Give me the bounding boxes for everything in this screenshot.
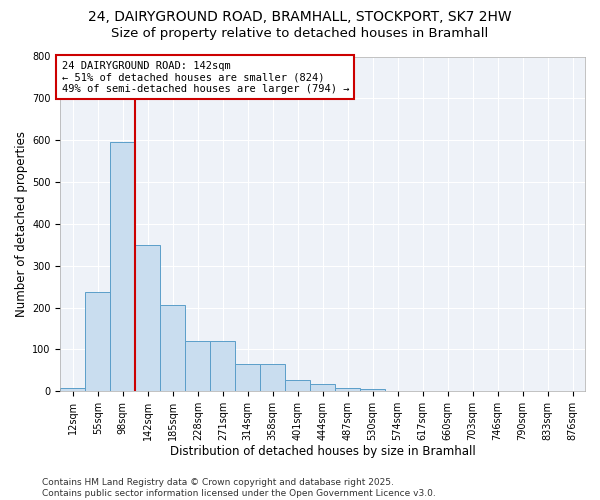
Bar [210, 341, 235, 391]
Bar [160, 306, 185, 391]
Text: 24, DAIRYGROUND ROAD, BRAMHALL, STOCKPORT, SK7 2HW: 24, DAIRYGROUND ROAD, BRAMHALL, STOCKPOR… [88, 10, 512, 24]
X-axis label: Distribution of detached houses by size in Bramhall: Distribution of detached houses by size … [170, 444, 476, 458]
Bar [136, 245, 160, 391]
Bar [235, 364, 260, 391]
Bar [85, 292, 110, 391]
Text: Contains HM Land Registry data © Crown copyright and database right 2025.
Contai: Contains HM Land Registry data © Crown c… [42, 478, 436, 498]
Bar [285, 380, 310, 391]
Text: 24 DAIRYGROUND ROAD: 142sqm
← 51% of detached houses are smaller (824)
49% of se: 24 DAIRYGROUND ROAD: 142sqm ← 51% of det… [62, 60, 349, 94]
Y-axis label: Number of detached properties: Number of detached properties [15, 131, 28, 317]
Bar [335, 388, 360, 391]
Bar [61, 388, 85, 391]
Bar [185, 341, 210, 391]
Text: Size of property relative to detached houses in Bramhall: Size of property relative to detached ho… [112, 28, 488, 40]
Bar [110, 142, 136, 391]
Bar [310, 384, 335, 391]
Bar [260, 364, 285, 391]
Bar [360, 389, 385, 391]
